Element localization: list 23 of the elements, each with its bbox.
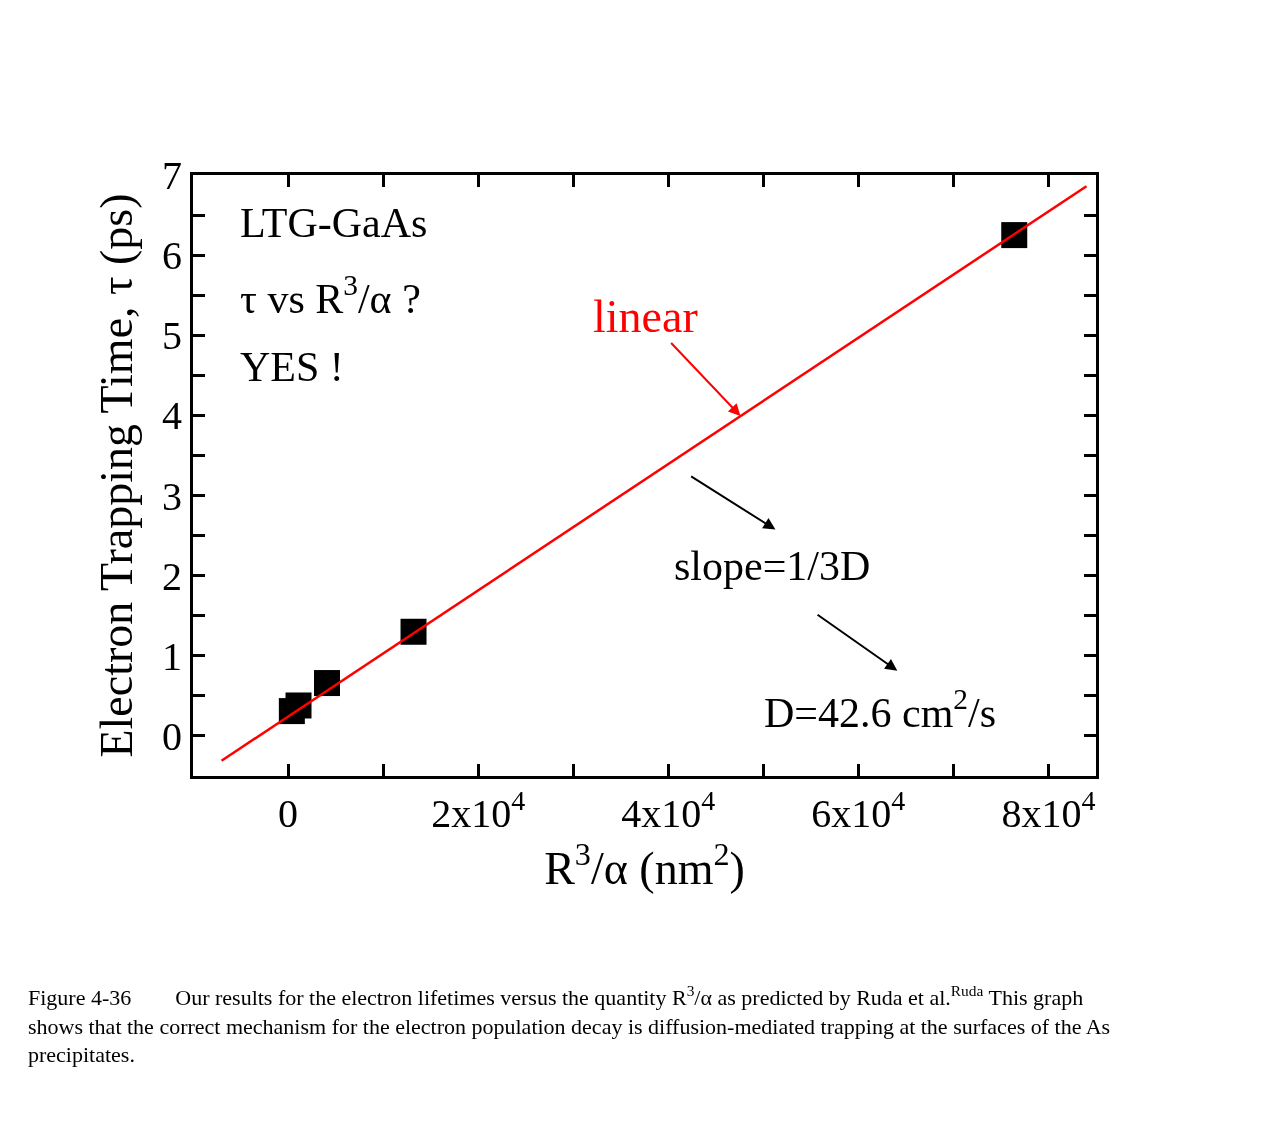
y-tick-label: 6	[162, 233, 182, 279]
x-tick-label: 4x10$^{4}$	[621, 785, 716, 836]
annotation: D=42.6 cm$^{2}$/s	[764, 683, 997, 736]
y-tick-label: 7	[162, 153, 182, 198]
y-tick-label: 2	[162, 553, 182, 599]
x-tick-label: 0	[278, 791, 299, 836]
annotation: LTG-GaAs	[240, 200, 428, 246]
x-tick-label: 2x10$^{4}$	[431, 785, 526, 836]
series-label: linear	[593, 291, 698, 342]
x-tick-label: 6x10$^{4}$	[811, 785, 906, 836]
caption: Figure 4-36 Our results for the electron lifetimes versus the quantity R$^{3}$/α as predicted by Ruda et al.$^{Ruda}$ This graph shows that the correct mechanism for the electron population decay is diffusion-mediated trapping at the surfaces of the As precipitates.	[28, 982, 1111, 1068]
y-tick-label: 3	[162, 473, 182, 519]
point	[314, 670, 341, 697]
y-tick-label: 4	[162, 393, 182, 439]
y-tick-label: 5	[162, 313, 182, 359]
y-tick-label: 1	[162, 633, 182, 679]
x-tick-label: 8x10$^{4}$	[1001, 785, 1096, 836]
x-axis-title: R$^{3}$/α (nm$^{2}$)	[544, 836, 745, 895]
y-axis-title: Electron Trapping Time, τ (ps)	[91, 193, 143, 758]
annotation: YES !	[240, 344, 344, 390]
annotation: slope=1/3D	[674, 543, 871, 589]
y-tick-label: 0	[162, 713, 182, 759]
annotation: τ vs R$^{3}$/α ?	[240, 269, 421, 322]
